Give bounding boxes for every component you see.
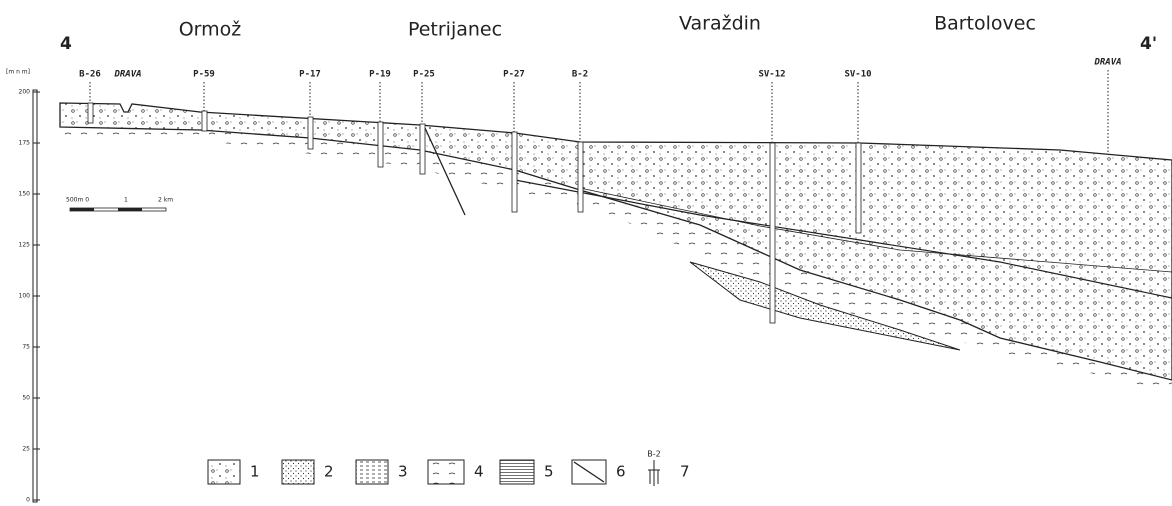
borehole-label: P-19: [369, 70, 391, 80]
place-label: Bartolovec: [934, 13, 1036, 35]
legend-swatch: [207, 459, 241, 485]
legend-swatch: [355, 459, 389, 485]
axis-tick-label: 100: [19, 293, 31, 300]
legend-label: 4: [474, 463, 484, 481]
legend-label: 7: [680, 463, 690, 481]
axis-unit: [m n m]: [6, 69, 30, 76]
scale-label: 500m 0: [66, 197, 89, 204]
legend-swatch: [281, 459, 315, 485]
contact-line: [514, 179, 1172, 299]
borehole-label: SV-10: [844, 70, 871, 80]
river-label: DRAVA: [1093, 58, 1121, 68]
axis-tick-label: 75: [22, 344, 30, 351]
axis-ticks: 200 175 150 125 100 75 50 25 0: [19, 89, 40, 504]
borehole-label: P-17: [299, 70, 321, 80]
legend-label: 1: [250, 463, 260, 481]
legend-swatch: [571, 459, 607, 485]
legend-label: 3: [398, 463, 408, 481]
borehole-label: P-25: [413, 70, 435, 80]
axis-tick-label: 175: [19, 140, 31, 147]
axis-tick-label: 0: [26, 497, 30, 504]
axis-tick-label: 150: [19, 191, 31, 198]
borehole-label: P-59: [193, 70, 215, 80]
borehole-label: P-27: [503, 70, 525, 80]
place-label: Ormož: [179, 19, 242, 41]
gravel-layer: [59, 102, 1172, 381]
borehole-label: B-26: [79, 70, 101, 80]
legend-swatch: [499, 459, 535, 485]
contact-line: [579, 187, 1172, 273]
place-label: Petrijanec: [408, 19, 502, 41]
scale-label: 1: [124, 197, 128, 204]
river-label: DRAVA: [113, 70, 141, 80]
axis-tick-label: 25: [22, 446, 30, 453]
marl-layer: [60, 127, 1172, 392]
legend-borehole-label: B-2: [647, 450, 660, 459]
axis-tick-label: 50: [22, 395, 30, 402]
legend-label: 2: [324, 463, 334, 481]
borehole-leaders: [89, 70, 1109, 152]
legend-borehole-symbol: [648, 460, 660, 486]
section-end: 4': [1140, 34, 1157, 54]
scale-bar: [69, 207, 167, 212]
section-start: 4: [60, 34, 72, 54]
place-label: Varaždin: [679, 13, 761, 35]
borehole-label: B-2: [572, 70, 588, 80]
scale-label: 2 km: [158, 197, 173, 204]
axis-tick-label: 200: [19, 89, 31, 96]
legend-swatch: [427, 459, 465, 485]
fault: [424, 127, 466, 216]
legend-label: 5: [544, 463, 554, 481]
axis-tick-label: 125: [19, 242, 31, 249]
borehole-label: SV-12: [758, 70, 785, 80]
legend-label: 6: [616, 463, 626, 481]
